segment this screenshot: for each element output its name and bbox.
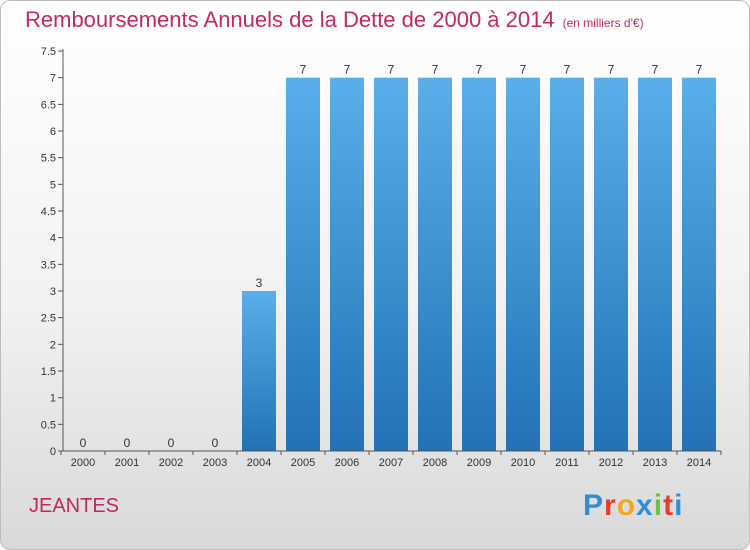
logo-letter: r <box>604 489 617 522</box>
y-tick-label: 6.5 <box>41 99 56 111</box>
x-tick-label-2001: 2001 <box>115 457 139 469</box>
data-label-2007: 7 <box>388 63 395 77</box>
bar-2004 <box>242 291 276 451</box>
y-tick-label: 3 <box>50 286 56 298</box>
bar-2007 <box>374 77 408 452</box>
data-label-2004: 3 <box>256 276 263 290</box>
y-tick-label: 7.5 <box>41 46 56 58</box>
data-label-2008: 7 <box>432 63 439 77</box>
x-tick-label-2014: 2014 <box>687 457 711 469</box>
bar-2010 <box>506 77 540 452</box>
x-tick-label-2007: 2007 <box>379 457 403 469</box>
chart-title-main: Remboursements Annuels de la Dette de 20… <box>25 7 555 32</box>
data-label-2009: 7 <box>476 63 483 77</box>
y-tick-label: 7 <box>50 73 56 85</box>
proxiti-logo: Proxiti <box>583 489 683 523</box>
x-tick-label-2010: 2010 <box>511 457 535 469</box>
logo-letter: x <box>636 489 654 522</box>
chart-subtitle: (en milliers d'€) <box>562 16 644 30</box>
logo-letter: i <box>674 489 684 522</box>
logo-letter: i <box>653 489 664 522</box>
x-tick-label-2009: 2009 <box>467 457 491 469</box>
x-tick-label-2006: 2006 <box>335 457 359 469</box>
bar-2005 <box>286 77 320 452</box>
data-label-2000: 0 <box>80 436 87 450</box>
y-tick-label: 0.5 <box>41 419 56 431</box>
bar-2013 <box>638 77 672 452</box>
y-tick-label: 2.5 <box>41 313 56 325</box>
bar-2006 <box>330 77 364 452</box>
y-tick-label: 4 <box>50 233 56 245</box>
bar-2009 <box>462 77 496 452</box>
bar-2014 <box>682 77 716 452</box>
bar-2011 <box>550 77 584 452</box>
y-tick-label: 3.5 <box>41 259 56 271</box>
y-tick-label: 1 <box>50 393 56 405</box>
x-tick-label-2011: 2011 <box>555 457 579 469</box>
commune-name: JEANTES <box>29 495 120 517</box>
chart-title: Remboursements Annuels de la Dette de 20… <box>25 7 644 33</box>
data-label-2005: 7 <box>300 63 307 77</box>
y-tick-label: 0 <box>50 446 56 458</box>
y-tick-label: 6 <box>50 126 56 138</box>
bar-2008 <box>418 77 452 452</box>
x-tick-label-2000: 2000 <box>71 457 95 469</box>
data-label-2013: 7 <box>652 63 659 77</box>
data-label-2012: 7 <box>608 63 615 77</box>
data-label-2014: 7 <box>696 63 703 77</box>
bar-2012 <box>594 77 628 452</box>
data-label-2002: 0 <box>168 436 175 450</box>
y-tick-label: 5 <box>50 179 56 191</box>
bars: 0 0 0 0 3 7 7 7 7 7 7 7 7 7 7 <box>80 63 716 452</box>
data-label-2001: 0 <box>124 436 131 450</box>
x-tick-label-2002: 2002 <box>159 457 183 469</box>
x-tick-label-2008: 2008 <box>423 457 447 469</box>
y-axis: 0 0.5 1 1.5 2 2.5 3 3.5 4 4.5 5 5.5 6 6.5 7 7.5 <box>41 46 64 458</box>
y-tick-label: 1.5 <box>41 366 56 378</box>
data-label-2011: 7 <box>564 63 571 77</box>
y-tick-label: 4.5 <box>41 206 56 218</box>
data-label-2006: 7 <box>344 63 351 77</box>
data-label-2003: 0 <box>212 436 219 450</box>
x-tick-label-2004: 2004 <box>247 457 271 469</box>
x-tick-label-2013: 2013 <box>643 457 667 469</box>
x-tick-label-2003: 2003 <box>203 457 227 469</box>
x-tick-label-2005: 2005 <box>291 457 315 469</box>
logo-letter: P <box>583 489 605 522</box>
logo-letter: o <box>616 489 637 522</box>
y-tick-label: 2 <box>50 339 56 351</box>
y-tick-label: 5.5 <box>41 153 56 165</box>
data-label-2010: 7 <box>520 63 527 77</box>
x-axis: 2000 2001 2002 2003 2004 2005 2006 2007 2008 2009… <box>60 450 722 469</box>
logo-letter: t <box>663 489 675 522</box>
x-tick-label-2012: 2012 <box>599 457 623 469</box>
